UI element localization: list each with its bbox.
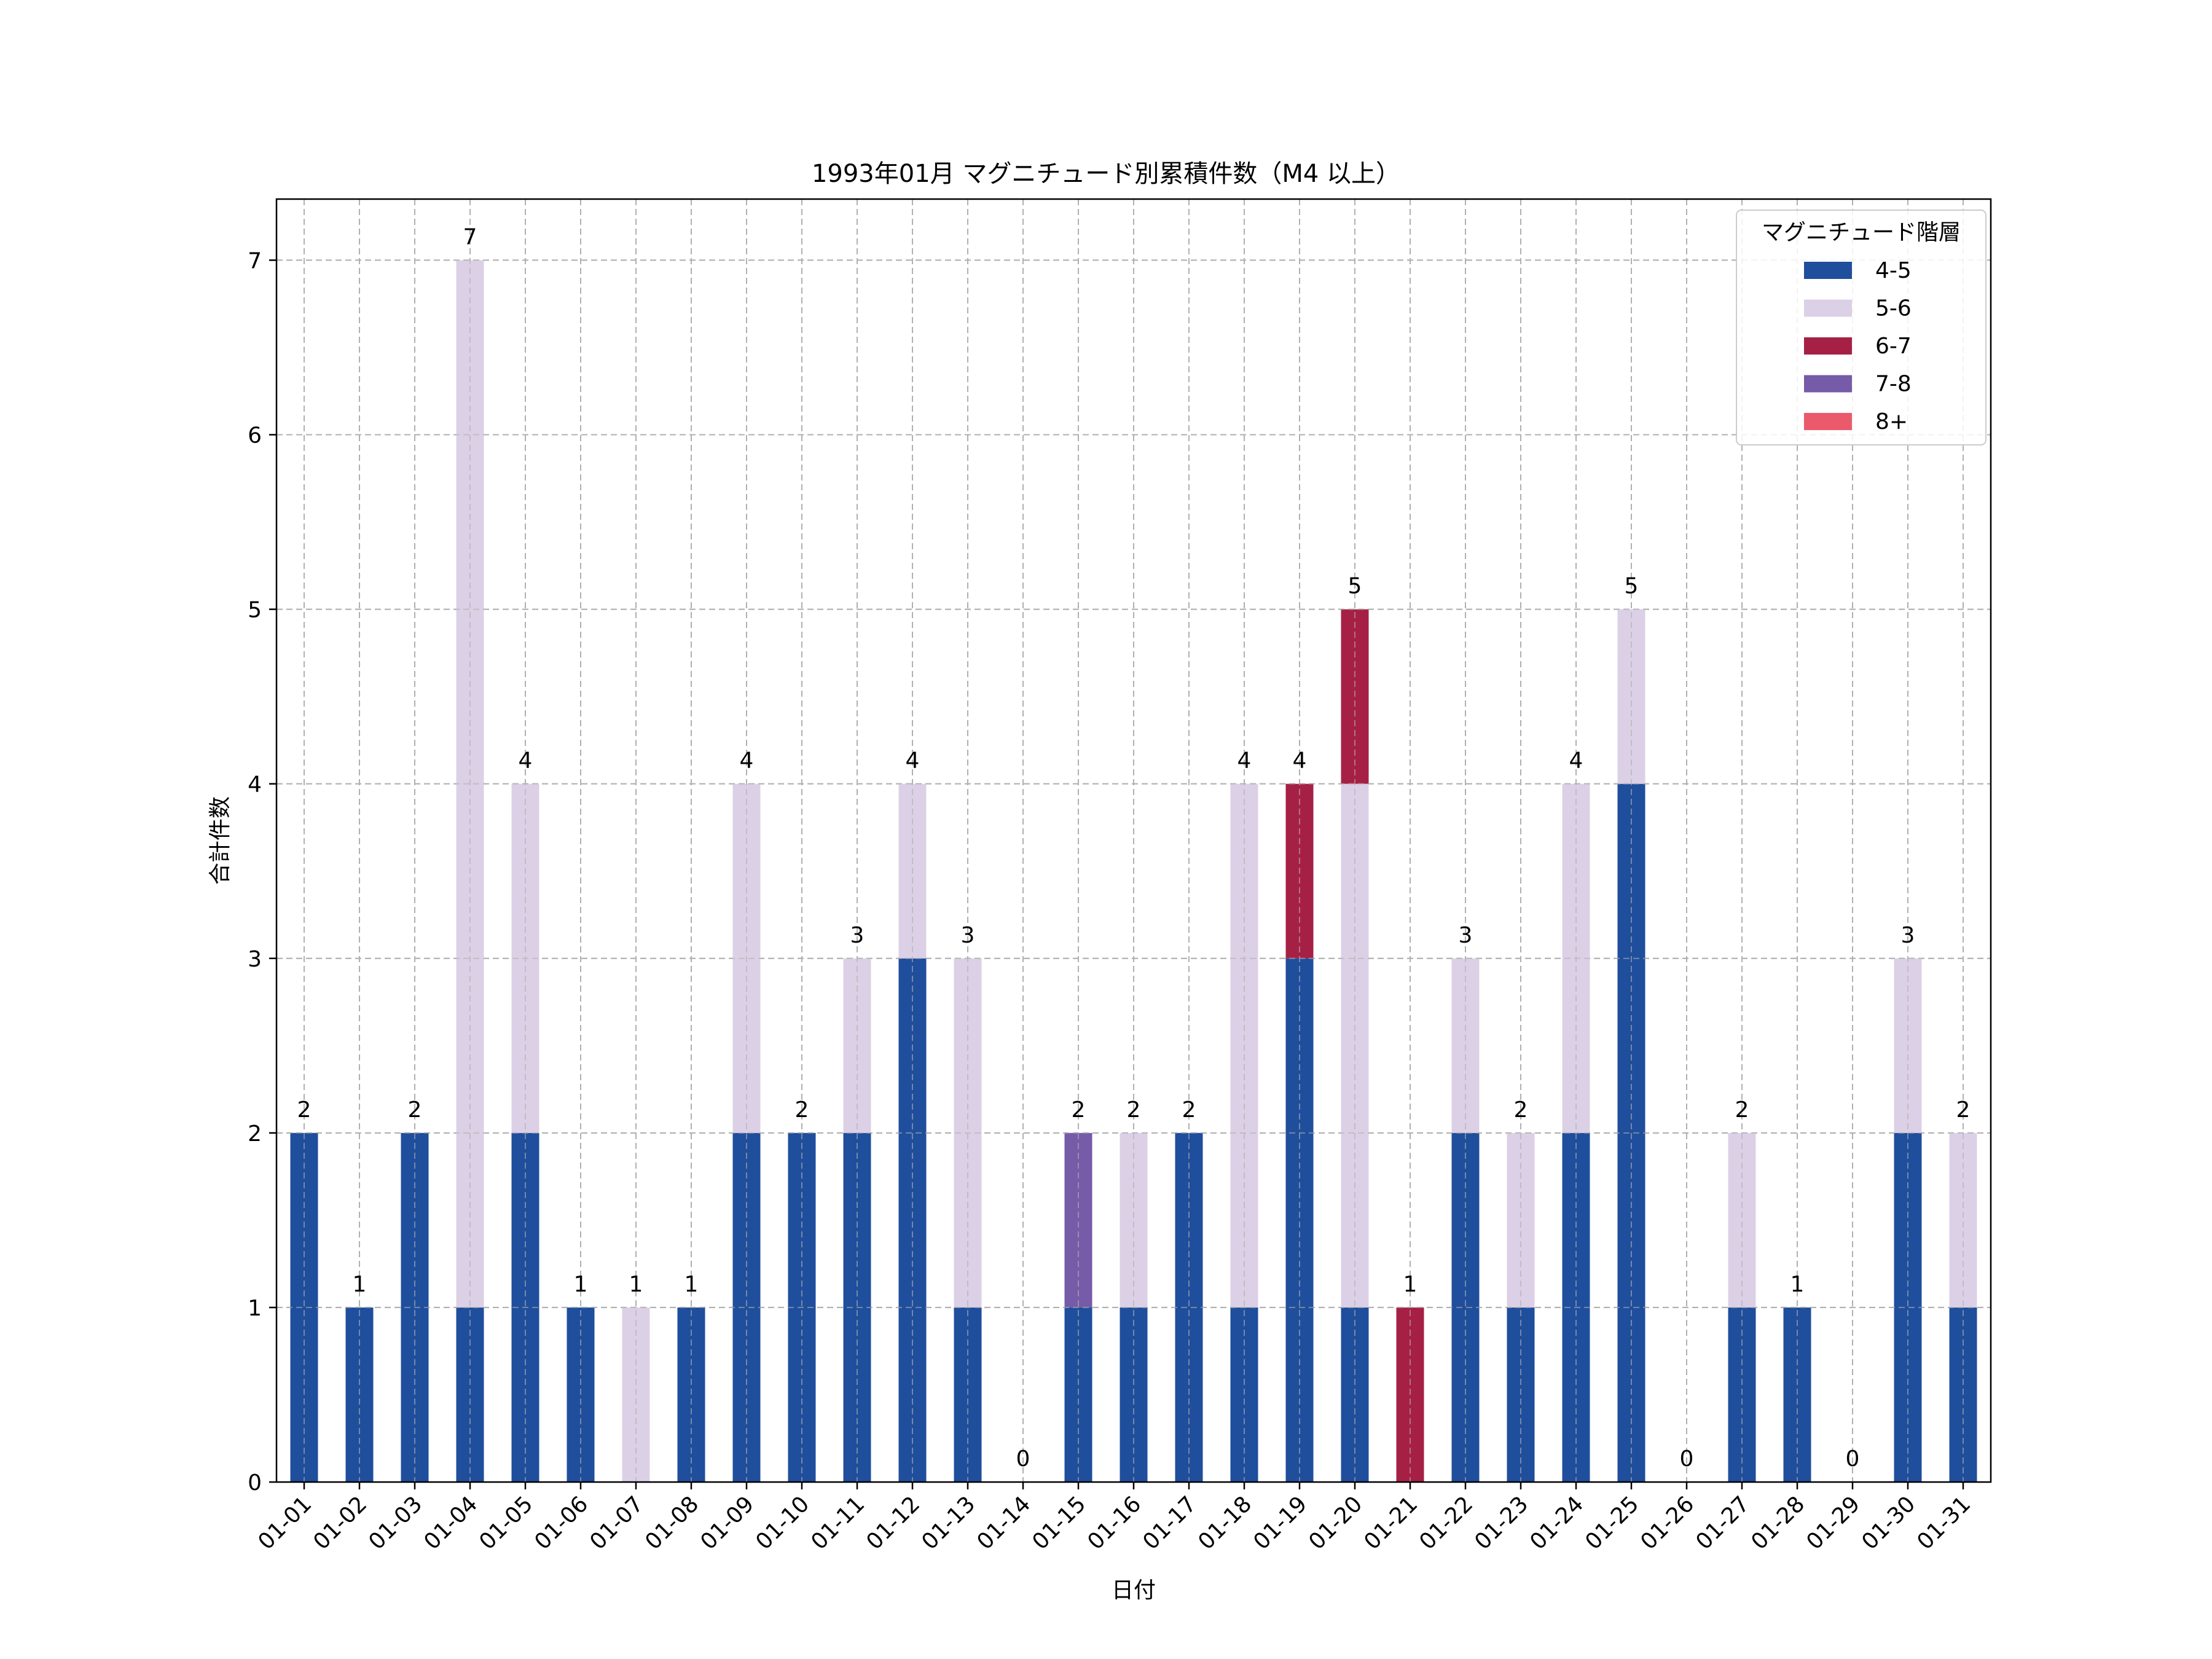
total-label: 1 <box>684 1272 699 1297</box>
y-axis-label: 合計件数 <box>208 796 233 885</box>
y-axis: 0 1 2 3 4 5 6 7 <box>248 248 276 1496</box>
total-label: 0 <box>1846 1446 1860 1472</box>
y-tick-label: 3 <box>248 947 262 972</box>
total-label: 7 <box>463 224 477 249</box>
y-tick-label: 6 <box>248 423 262 449</box>
total-label: 3 <box>1459 923 1473 948</box>
bar-segment <box>1064 1132 1092 1308</box>
total-label: 1 <box>1790 1272 1805 1297</box>
legend-swatch <box>1804 413 1852 430</box>
total-label: 2 <box>1514 1097 1528 1123</box>
bar-segment <box>1949 1132 1977 1308</box>
legend-entry: 5-6 <box>1875 296 1912 321</box>
y-tick-label: 5 <box>248 598 262 623</box>
legend-swatch <box>1804 375 1852 393</box>
data-labels: 2 1 2 7 4 1 1 1 4 2 3 4 3 0 2 2 2 4 4 5 1 3 2 4 5 0 2 1 0 3 2 <box>297 224 1971 1472</box>
total-label: 4 <box>519 748 533 774</box>
total-label: 2 <box>1072 1097 1086 1123</box>
total-label: 5 <box>1625 574 1639 599</box>
total-label: 2 <box>408 1097 422 1123</box>
total-label: 2 <box>795 1097 809 1123</box>
total-label: 0 <box>1016 1446 1030 1472</box>
total-label: 5 <box>1348 574 1362 599</box>
total-label: 0 <box>1680 1446 1694 1472</box>
y-tick-label: 1 <box>248 1296 262 1321</box>
legend-entry: 7-8 <box>1875 372 1912 397</box>
total-label: 4 <box>1293 748 1307 774</box>
legend-entry: 4-5 <box>1875 258 1912 283</box>
legend-box <box>1736 210 1986 445</box>
total-label: 4 <box>1237 748 1252 774</box>
total-label: 1 <box>1403 1272 1418 1297</box>
legend-swatch <box>1804 262 1852 279</box>
total-label: 4 <box>740 748 754 774</box>
y-tick-label: 2 <box>248 1121 262 1147</box>
total-label: 2 <box>1182 1097 1196 1123</box>
total-label: 2 <box>1956 1097 1971 1123</box>
legend-title: マグニチュード階層 <box>1762 220 1961 245</box>
bar-segment <box>1728 1132 1756 1308</box>
bars <box>276 199 1991 1483</box>
total-label: 3 <box>961 923 975 948</box>
total-label: 2 <box>1735 1097 1749 1123</box>
y-tick-label: 0 <box>248 1470 262 1496</box>
legend-entry: 8+ <box>1875 409 1908 434</box>
bar-segment <box>1120 1132 1148 1308</box>
chart-title: 1993年01月 マグニチュード別累積件数（M4 以上） <box>812 160 1400 188</box>
bar-segment <box>1507 1132 1535 1308</box>
legend-swatch <box>1804 299 1852 317</box>
total-label: 4 <box>906 748 920 774</box>
total-label: 2 <box>1127 1097 1141 1123</box>
legend-entry: 6-7 <box>1875 334 1912 359</box>
total-label: 1 <box>574 1272 588 1297</box>
total-label: 1 <box>629 1272 643 1297</box>
total-label: 3 <box>1901 923 1915 948</box>
y-tick-label: 7 <box>248 248 262 273</box>
total-label: 2 <box>297 1097 312 1123</box>
legend: マグニチュード階層 4-5 5-6 6-7 7-8 8+ <box>1736 210 1986 445</box>
y-tick-label: 4 <box>248 772 262 798</box>
total-label: 3 <box>850 923 865 948</box>
x-axis-label: 日付 <box>1112 1578 1156 1603</box>
total-label: 1 <box>353 1272 367 1297</box>
total-label: 4 <box>1569 748 1583 774</box>
legend-swatch <box>1804 337 1852 355</box>
